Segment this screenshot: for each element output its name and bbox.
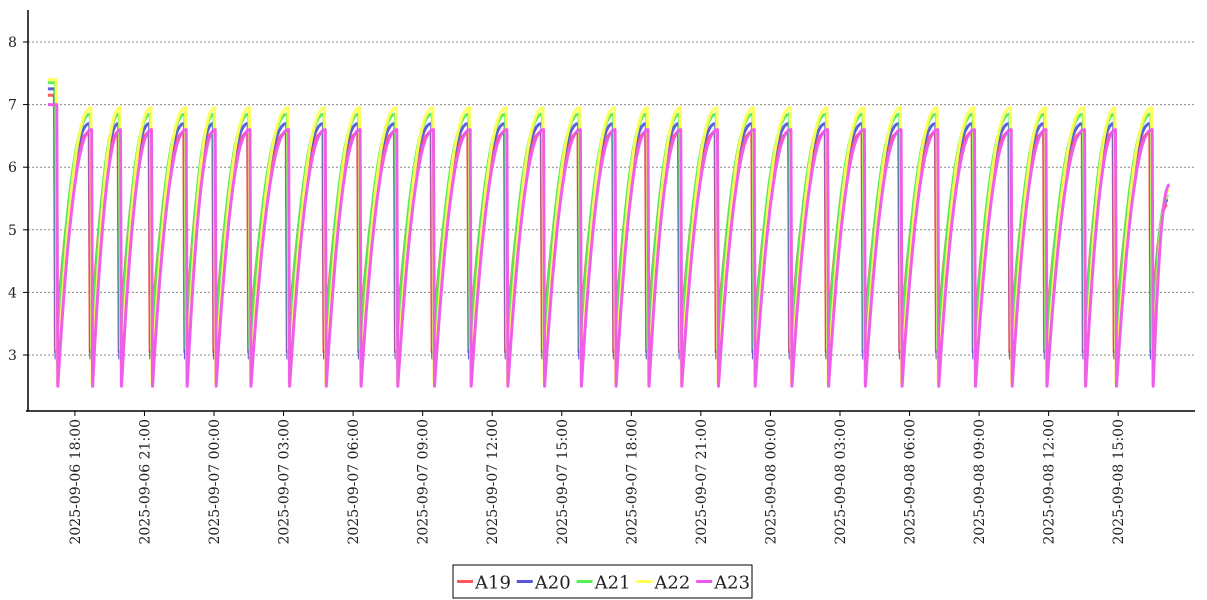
x-tick-label: 2025-09-07 09:00	[416, 419, 432, 545]
x-tick-label: 2025-09-07 18:00	[624, 419, 640, 545]
x-tick-label: 2025-09-07 21:00	[694, 419, 710, 545]
x-tick-label: 2025-09-08 12:00	[1042, 419, 1058, 545]
y-tick-label: 5	[8, 223, 17, 239]
legend[interactable]: A19 A20 A21 A22 A23	[452, 564, 753, 599]
x-tick-label: 2025-09-06 18:00	[68, 419, 84, 545]
y-tick-label: 6	[8, 160, 17, 176]
y-tick-label: 4	[8, 285, 17, 301]
x-tick-label: 2025-09-07 12:00	[485, 419, 501, 545]
y-tick-label: 7	[8, 98, 17, 114]
legend-label-a20[interactable]: A20	[534, 573, 571, 594]
x-tick-label: 2025-09-08 06:00	[903, 419, 919, 545]
x-tick-label: 2025-09-08 09:00	[972, 419, 988, 545]
x-tick-label: 2025-09-06 21:00	[137, 419, 153, 545]
x-tick-label: 2025-09-07 06:00	[346, 419, 362, 545]
x-tick-label: 2025-09-07 15:00	[555, 419, 571, 545]
axes: 3 4 5 6 7 8 2025-09-06 18:00 2025-09-06 21:00 20…	[8, 10, 1195, 545]
x-tick-label: 2025-09-08 00:00	[763, 419, 779, 545]
legend-label-a21[interactable]: A21	[594, 573, 631, 594]
x-tick-label: 2025-09-07 03:00	[277, 419, 293, 545]
series-line-a23	[47, 103, 1171, 388]
legend-label-a22[interactable]: A22	[653, 573, 690, 594]
legend-label-a19[interactable]: A19	[474, 573, 511, 594]
y-tick-label: 3	[8, 348, 17, 364]
legend-label-a23[interactable]: A23	[713, 573, 750, 594]
grid-lines	[28, 41, 1195, 356]
series-line-a22	[47, 78, 1170, 385]
x-tick-label: 2025-09-08 03:00	[833, 419, 849, 545]
y-tick-label: 8	[8, 35, 17, 51]
series-layer	[47, 78, 1171, 388]
x-tick-label: 2025-09-08 15:00	[1111, 419, 1127, 545]
x-tick-label: 2025-09-07 00:00	[207, 419, 223, 545]
